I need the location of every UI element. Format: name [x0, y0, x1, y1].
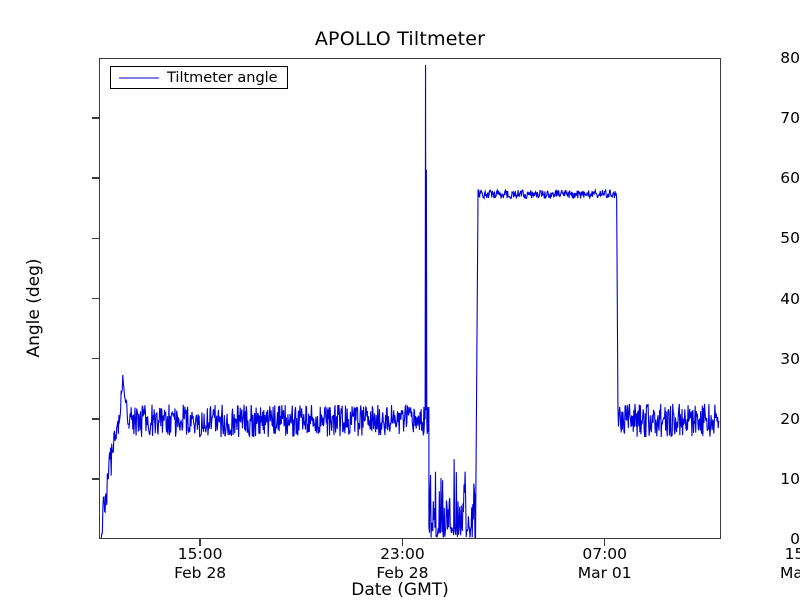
- y-tick-label: 80: [780, 49, 800, 67]
- y-tick-label: 50: [780, 229, 800, 248]
- x-tick-date: Feb 28: [376, 564, 429, 582]
- x-tick-date: Feb 28: [174, 564, 227, 582]
- series-tiltmeter-angle: [100, 64, 720, 538]
- x-tick-time: 23:00: [380, 545, 425, 563]
- legend-item-label: Tiltmeter angle: [167, 69, 278, 86]
- legend: Tiltmeter angle: [110, 66, 288, 89]
- y-tick-mark: [92, 417, 99, 420]
- x-tick-time: 15:00: [784, 545, 800, 563]
- x-tick-mark: [199, 539, 201, 546]
- y-tick-label: 70: [780, 109, 800, 128]
- x-tick-label: 23:00 Feb 28: [332, 545, 472, 583]
- y-tick-label: 10: [780, 469, 800, 488]
- y-tick-mark: [92, 478, 99, 480]
- x-tick-label: 07:00 Mar 01: [535, 545, 675, 583]
- x-tick-mark: [401, 539, 404, 546]
- y-tick-label: 60: [780, 169, 800, 188]
- y-tick-mark: [92, 177, 99, 180]
- y-tick-mark: [92, 237, 99, 240]
- y-tick-label: 0: [790, 530, 800, 548]
- x-tick-time: 07:00: [582, 545, 628, 563]
- y-tick-label: 20: [780, 409, 800, 428]
- legend-swatch-icon: [119, 76, 159, 79]
- y-tick-mark: [92, 357, 99, 360]
- y-axis-label: Angle (deg): [24, 258, 44, 358]
- x-tick-time: 15:00: [177, 545, 223, 563]
- series-line-tiltmeter-angle: [100, 64, 720, 538]
- x-tick-mark: [603, 539, 606, 546]
- x-tick-date: Mar 01: [577, 564, 632, 582]
- x-tick-date: Mar 01: [780, 564, 800, 582]
- x-tick-label: 15:00 Feb 28: [130, 545, 270, 583]
- y-tick-label: 40: [780, 289, 800, 308]
- y-tick-label: 30: [780, 349, 800, 368]
- page-title: APOLLO Tiltmeter: [314, 28, 486, 50]
- plot-area: [99, 58, 721, 539]
- y-tick-mark: [92, 117, 99, 119]
- x-axis-label: Date (GMT): [351, 580, 449, 600]
- y-tick-mark: [92, 297, 99, 300]
